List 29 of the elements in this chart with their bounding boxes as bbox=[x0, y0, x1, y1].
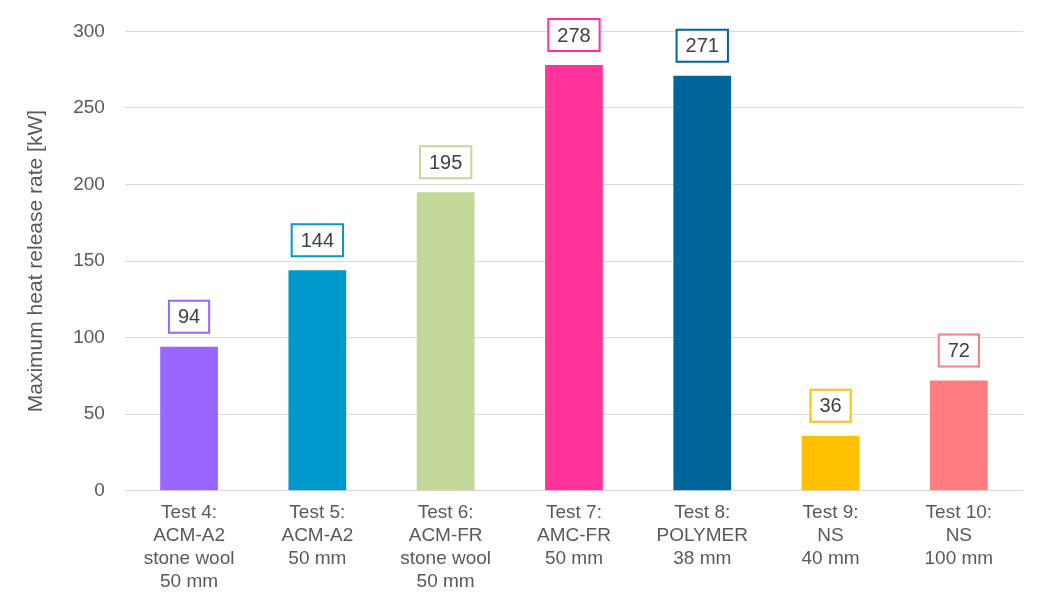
data-label: 36 bbox=[819, 394, 842, 417]
data-label: 94 bbox=[177, 305, 201, 328]
data-label: 144 bbox=[300, 228, 335, 251]
bar bbox=[416, 192, 475, 491]
y-tick-label: 0 bbox=[94, 479, 105, 501]
y-tick-label: 150 bbox=[73, 249, 105, 271]
y-tick-label: 200 bbox=[73, 172, 105, 194]
x-tick-label: Test 6: ACM-FR stone wool 50 mm bbox=[400, 501, 492, 591]
y-tick-label: 50 bbox=[83, 402, 105, 424]
data-label: 195 bbox=[428, 150, 463, 173]
y-tick-label: 100 bbox=[73, 325, 105, 347]
x-tick-label: Test 5: ACM-A2 50 mm bbox=[281, 501, 354, 569]
data-label: 271 bbox=[685, 34, 719, 57]
x-tick-label: Test 9: NS 40 mm bbox=[801, 501, 860, 569]
bar bbox=[545, 65, 603, 491]
data-label: 72 bbox=[947, 339, 970, 362]
bar bbox=[673, 75, 732, 491]
x-tick-label: Test 10: NS 100 mm bbox=[924, 501, 994, 569]
y-tick-label: 300 bbox=[73, 19, 105, 41]
x-tick-label: Test 7: AMC-FR 50 mm bbox=[537, 501, 611, 569]
bar bbox=[929, 380, 988, 491]
bar bbox=[288, 270, 347, 491]
y-tick-label: 250 bbox=[73, 96, 105, 118]
x-tick-label: Test 4: ACM-A2 stone wool 50 mm bbox=[143, 501, 235, 591]
data-label: 278 bbox=[557, 23, 591, 46]
bar bbox=[801, 435, 860, 491]
bar bbox=[160, 346, 218, 491]
x-tick-label: Test 8: POLYMER 38 mm bbox=[656, 501, 749, 569]
y-axis-title: Maximum heat release rate [kW] bbox=[23, 109, 47, 413]
